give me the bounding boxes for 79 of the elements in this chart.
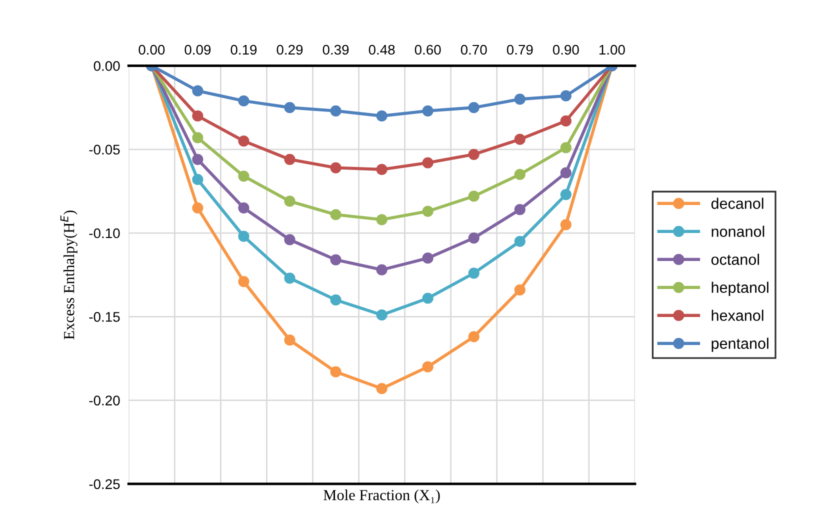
- y-tick-label: -0.05: [89, 144, 120, 155]
- point: [284, 234, 296, 246]
- point: [192, 202, 204, 214]
- point: [560, 219, 572, 230]
- x-tick-label: 0.09: [184, 44, 211, 55]
- point: [514, 204, 526, 216]
- point: [422, 361, 434, 372]
- legend-label: nonanol: [712, 226, 764, 237]
- x-axis-title: Mole Fraction (X₁): [324, 489, 440, 504]
- legend-label: decanol: [711, 198, 764, 209]
- point: [192, 85, 204, 96]
- point: [330, 162, 342, 174]
- point: [468, 268, 480, 279]
- point: [238, 95, 250, 106]
- point: [560, 142, 572, 154]
- point: [422, 157, 434, 168]
- point: [560, 115, 572, 127]
- point: [560, 90, 572, 102]
- point: [376, 164, 388, 176]
- point: [468, 190, 480, 202]
- point: [514, 94, 526, 105]
- point: [376, 264, 388, 276]
- point: [422, 252, 434, 264]
- point: [284, 272, 296, 284]
- x-tick-label: 0.29: [276, 44, 303, 55]
- x-tick-label: 0.19: [230, 44, 257, 55]
- x-tick-label: 0.79: [506, 44, 533, 55]
- point: [376, 383, 388, 394]
- y-tick-label: -0.20: [89, 396, 120, 406]
- x-tick-label: 0.39: [322, 44, 349, 55]
- x-tick-label: 0.90: [552, 44, 579, 55]
- legend-label: hexanol: [712, 310, 764, 321]
- point: [330, 366, 342, 378]
- point: [422, 292, 434, 304]
- point: [514, 134, 526, 145]
- y-axis-title: Excess Enthalpy(H$^{E}$): [60, 210, 78, 340]
- y-tick-label: 0.00: [94, 61, 120, 71]
- x-tick-label: 0.60: [414, 44, 441, 55]
- y-tick-label: -0.10: [89, 228, 120, 238]
- point: [192, 132, 204, 144]
- legend-label: heptanol: [712, 282, 768, 296]
- point: [192, 110, 204, 122]
- point: [514, 284, 526, 296]
- y-tick-label: -0.25: [89, 479, 120, 490]
- point: [376, 214, 388, 226]
- point: [330, 105, 342, 116]
- point: [514, 168, 526, 180]
- point: [422, 206, 434, 217]
- y-tick-label: -0.15: [89, 312, 120, 322]
- legend-label: octanol: [711, 254, 760, 265]
- x-tick-label: 0.48: [368, 44, 395, 55]
- point: [238, 230, 250, 242]
- point: [192, 154, 204, 165]
- point: [330, 294, 342, 306]
- point: [376, 110, 388, 122]
- point: [330, 254, 342, 266]
- point: [514, 236, 526, 247]
- point: [284, 154, 296, 165]
- point: [238, 202, 250, 214]
- point: [468, 102, 480, 114]
- point: [376, 309, 388, 321]
- point: [238, 276, 250, 288]
- x-tick-label: 1.00: [599, 44, 625, 55]
- point: [330, 209, 342, 220]
- x-tick-label: 0.70: [460, 44, 487, 55]
- point: [238, 135, 250, 147]
- point: [422, 105, 434, 116]
- legend-label: pentanol: [712, 338, 768, 352]
- point: [284, 102, 296, 114]
- point: [192, 174, 204, 186]
- point: [284, 196, 296, 207]
- point: [560, 167, 572, 178]
- point: [284, 334, 296, 346]
- point: [238, 170, 250, 182]
- point: [468, 331, 480, 342]
- x-tick-label: 0.00: [138, 44, 165, 55]
- point: [468, 232, 480, 244]
- point: [560, 188, 572, 200]
- point: [468, 148, 480, 160]
